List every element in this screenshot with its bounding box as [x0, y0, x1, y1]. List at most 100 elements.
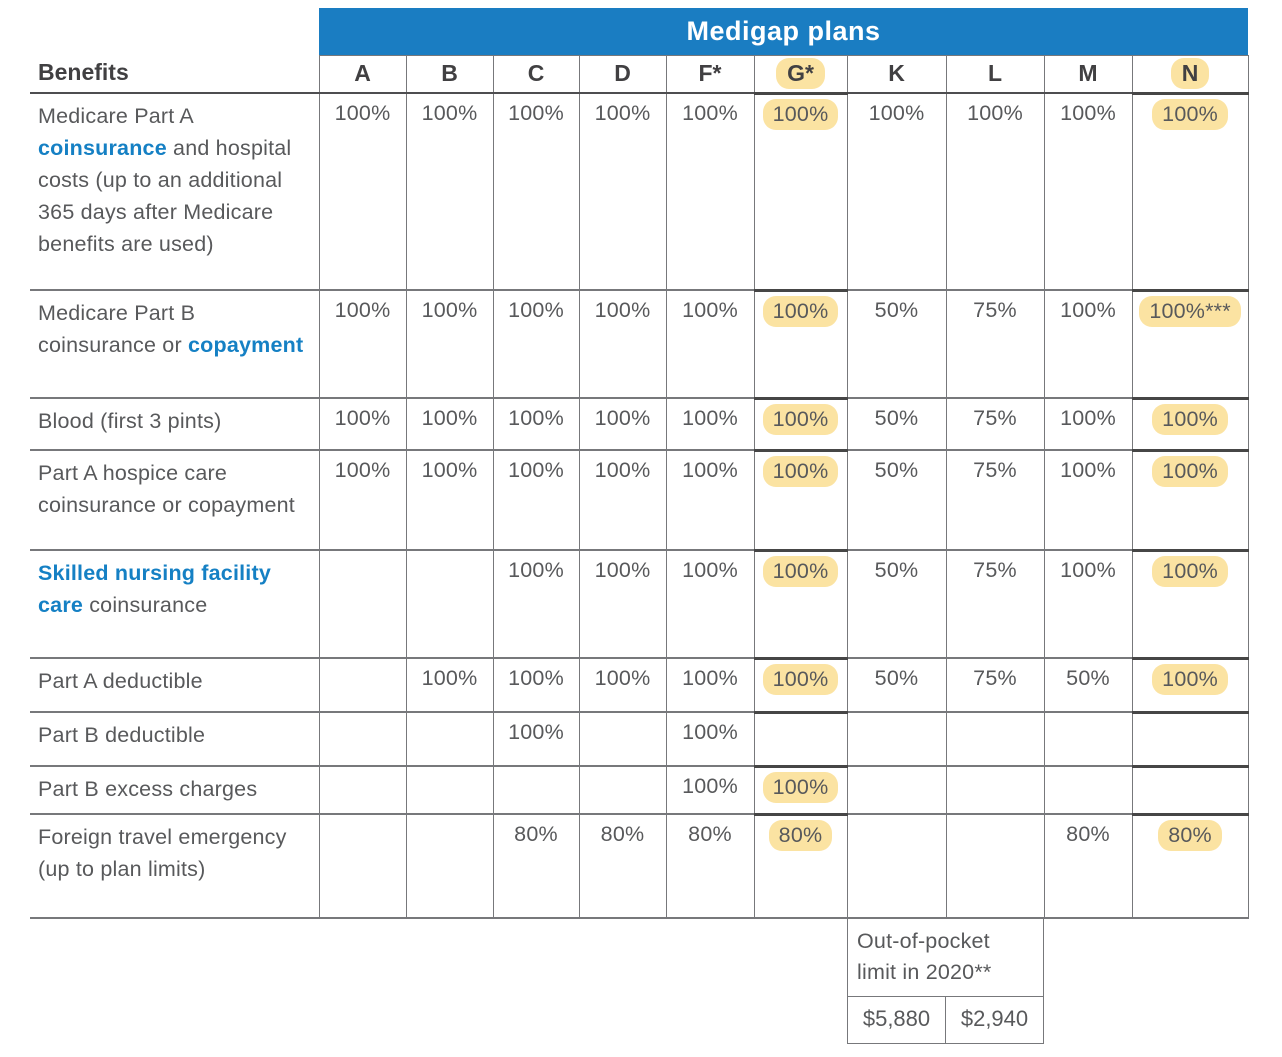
- table-row: Part B excess charges 100% 100%: [30, 764, 1249, 814]
- plan-g-value-cell: [753, 710, 847, 766]
- benefit-label: Medicare Part A coinsurance and hospital…: [30, 92, 319, 290]
- benefit-label: Skilled nursing facility care coinsuranc…: [30, 549, 319, 658]
- plan-f-value-cell: 100%: [665, 449, 754, 550]
- banner-spacer: [30, 8, 319, 55]
- benefit-label: Part A deductible: [30, 657, 319, 712]
- plan-f-value-cell: 100%: [665, 711, 754, 766]
- plan-c-value-cell: 100%: [492, 657, 579, 712]
- plan-n-value-cell: [1131, 764, 1249, 814]
- plan-column-header-d: D: [578, 54, 666, 94]
- plan-c-value-cell: 100%: [492, 92, 579, 290]
- plan-column-header-g: G*: [753, 54, 847, 95]
- plan-g-value-cell: 100%: [753, 396, 847, 450]
- plan-b-value-cell: [405, 765, 493, 814]
- plan-column-header-a: A: [318, 54, 406, 94]
- highlighted-value: 100%: [762, 663, 839, 695]
- highlighted-value: 100%: [762, 403, 839, 435]
- plan-k-value-cell: 100%: [846, 92, 946, 290]
- plan-k-value-cell: [846, 711, 946, 766]
- benefit-term-link[interactable]: Skilled nursing facility care: [38, 561, 271, 617]
- plan-a-value-cell: [318, 765, 406, 814]
- plan-f-value-cell: 100%: [665, 289, 754, 398]
- plan-l-value-cell: [945, 765, 1044, 814]
- plan-f-value-cell: 100%: [665, 92, 754, 290]
- table-row: Part A deductible 100% 100% 100% 100% 100% 50%…: [30, 656, 1249, 712]
- benefit-text: Medicare Part A: [38, 104, 193, 128]
- benefit-text: Part B excess charges: [38, 777, 258, 801]
- plan-d-value-cell: 100%: [578, 397, 666, 450]
- plan-f-value-cell: 100%: [665, 549, 754, 658]
- plan-k-value-cell: 50%: [846, 657, 946, 712]
- medigap-table-body: Medicare Part A coinsurance and hospital…: [30, 91, 1249, 919]
- highlighted-value: 100%: [762, 98, 839, 130]
- plan-m-value-cell: 100%: [1043, 92, 1132, 290]
- plan-column-header-b: B: [405, 54, 493, 94]
- plan-m-value-cell: [1043, 765, 1132, 814]
- benefit-label: Part A hospice care coinsurance or copay…: [30, 449, 319, 550]
- plan-n-value-cell: 100%: [1131, 656, 1249, 712]
- highlighted-value: 80%: [768, 819, 833, 851]
- benefits-column-header: Benefits: [30, 55, 319, 94]
- highlighted-value: 100%: [1152, 555, 1228, 587]
- plan-d-value-cell: 100%: [578, 289, 666, 398]
- column-header-row: Benefits A B C D F* G* K L M N: [30, 54, 1249, 95]
- plan-c-value-cell: 100%: [492, 289, 579, 398]
- plan-c-value-cell: 80%: [492, 813, 579, 919]
- benefit-label: Medicare Part B coinsurance or copayment: [30, 289, 319, 398]
- plan-n-value-cell: 100%: [1131, 91, 1249, 290]
- table-row: Part B deductible 100% 100%: [30, 710, 1249, 766]
- plan-n-value-cell: [1131, 710, 1249, 766]
- table-row: Foreign travel emergency (up to plan lim…: [30, 812, 1249, 919]
- benefit-label: Blood (first 3 pints): [30, 397, 319, 450]
- plan-n-value-cell: 100%: [1131, 396, 1249, 450]
- benefit-text: Foreign travel emergency (up to plan lim…: [38, 825, 287, 881]
- plan-column-header-k: K: [846, 54, 946, 94]
- out-of-pocket-value-plan-l: $2,940: [960, 1006, 1029, 1031]
- plan-g-value-cell: 80%: [753, 812, 847, 919]
- out-of-pocket-block: Out-of-pocket limit in 2020** $5,880 $2,…: [847, 919, 1044, 1044]
- plan-a-value-cell: 100%: [318, 449, 406, 550]
- plan-d-value-cell: 80%: [578, 813, 666, 919]
- table-row: Medicare Part A coinsurance and hospital…: [30, 91, 1249, 290]
- plan-m-value-cell: 80%: [1043, 813, 1132, 919]
- plan-d-value-cell: 100%: [578, 657, 666, 712]
- plan-f-value-cell: 100%: [665, 397, 754, 450]
- plan-g-value-cell: 100%: [753, 548, 847, 658]
- benefit-text: Part A hospice care coinsurance or copay…: [38, 461, 295, 517]
- plan-m-value-cell: [1043, 711, 1132, 766]
- table-row: Medicare Part B coinsurance or copayment…: [30, 288, 1249, 398]
- plan-b-value-cell: 100%: [405, 449, 493, 550]
- plan-b-value-cell: 100%: [405, 397, 493, 450]
- benefit-label: Foreign travel emergency (up to plan lim…: [30, 813, 319, 919]
- benefit-label: Part B excess charges: [30, 765, 319, 814]
- highlighted-value: 100%: [1152, 455, 1228, 487]
- plan-b-value-cell: 100%: [405, 92, 493, 290]
- plan-l-value-cell: 75%: [945, 289, 1044, 398]
- plan-l-value-cell: 100%: [945, 92, 1044, 290]
- plan-n-value-cell: 80%: [1131, 812, 1249, 919]
- plan-m-value-cell: 100%: [1043, 289, 1132, 398]
- benefit-text: Blood (first 3 pints): [38, 409, 222, 433]
- plan-d-value-cell: 100%: [578, 449, 666, 550]
- plan-l-value-cell: 75%: [945, 657, 1044, 712]
- plan-l-value-cell: [945, 711, 1044, 766]
- plan-a-value-cell: 100%: [318, 397, 406, 450]
- plan-c-value-cell: 100%: [492, 449, 579, 550]
- plan-d-value-cell: [578, 711, 666, 766]
- benefit-text: Part B deductible: [38, 723, 206, 747]
- highlighted-value: 80%: [1158, 819, 1222, 851]
- plan-f-value-cell: 100%: [665, 765, 754, 814]
- benefit-term-link[interactable]: copayment: [188, 333, 304, 357]
- plan-a-value-cell: [318, 549, 406, 658]
- plan-column-header-f: F*: [665, 54, 754, 94]
- benefit-term-link[interactable]: coinsurance: [38, 136, 167, 160]
- plan-column-header-m: M: [1043, 54, 1132, 94]
- highlighted-value: 100%: [1152, 403, 1228, 435]
- plan-b-value-cell: [405, 813, 493, 919]
- highlighted-value: 100%: [762, 455, 839, 487]
- banner-row: Medigap plans: [30, 8, 1249, 55]
- plan-d-value-cell: 100%: [578, 549, 666, 658]
- plan-a-value-cell: [318, 813, 406, 919]
- plan-g-value-cell: 100%: [753, 91, 847, 290]
